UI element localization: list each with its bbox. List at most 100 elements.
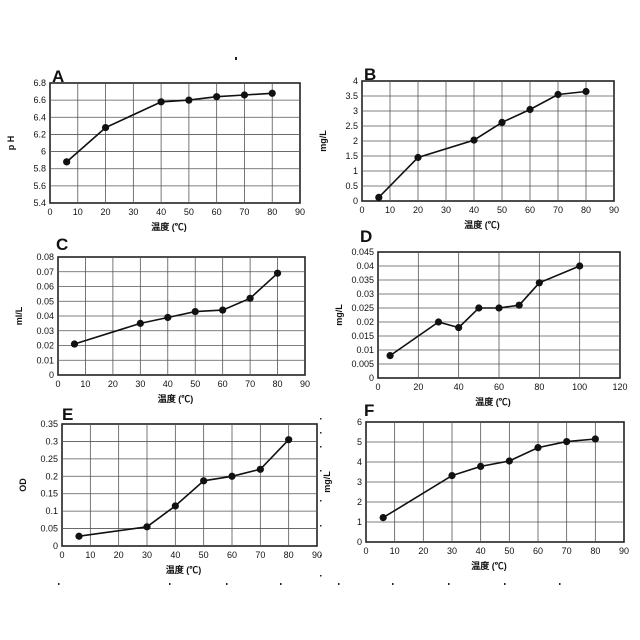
x-tick-label: 40 — [163, 379, 173, 389]
x-tick-label: 50 — [184, 207, 194, 217]
x-tick-label: 30 — [128, 207, 138, 217]
y-tick-label: 6.6 — [33, 95, 46, 105]
data-point — [554, 91, 561, 98]
x-axis-title: 温度 (℃) — [464, 219, 500, 230]
panel-d: 02040608010012000.0050.010.0150.020.0250… — [334, 227, 628, 407]
data-point — [563, 438, 570, 445]
y-tick-label: 1 — [353, 166, 358, 176]
data-point — [498, 119, 505, 126]
panel-label: F — [364, 401, 374, 420]
x-tick-label: 70 — [562, 546, 572, 556]
y-tick-label: 0.25 — [40, 454, 58, 464]
panel-c: 010203040506070809000.010.020.030.040.05… — [14, 235, 310, 404]
y-tick-label: 0.035 — [351, 275, 374, 285]
panel-label: B — [364, 65, 376, 84]
x-tick-label: 60 — [533, 546, 543, 556]
x-tick-label: 50 — [190, 379, 200, 389]
y-axis-title: ml/L — [14, 306, 24, 325]
data-point — [285, 436, 292, 443]
x-tick-label: 30 — [142, 550, 152, 560]
y-tick-label: 0.045 — [351, 247, 374, 257]
x-tick-label: 70 — [239, 207, 249, 217]
data-point — [495, 304, 502, 311]
x-tick-label: 30 — [447, 546, 457, 556]
x-tick-label: 70 — [553, 205, 563, 215]
y-tick-label: 0.05 — [36, 296, 54, 306]
plot-frame — [62, 424, 317, 546]
x-tick-label: 80 — [590, 546, 600, 556]
y-tick-label: 3 — [357, 477, 362, 487]
y-tick-label: 0.04 — [36, 311, 54, 321]
x-tick-label: 90 — [300, 379, 310, 389]
data-point — [435, 318, 442, 325]
data-point — [526, 106, 533, 113]
y-tick-label: 6.2 — [33, 129, 46, 139]
y-tick-label: 0.07 — [36, 267, 54, 277]
data-point — [172, 502, 179, 509]
y-tick-label: 6.4 — [33, 112, 46, 122]
data-point — [137, 320, 144, 327]
x-tick-label: 30 — [441, 205, 451, 215]
x-tick-label: 20 — [413, 205, 423, 215]
data-point — [200, 477, 207, 484]
panel-f: 01020304050607080900123456温度 (℃)mg/LF — [322, 401, 629, 571]
data-point — [228, 473, 235, 480]
data-point — [247, 295, 254, 302]
y-tick-label: 3.5 — [345, 91, 358, 101]
x-axis-title: 温度 (℃) — [158, 393, 194, 404]
x-tick-label: 40 — [476, 546, 486, 556]
panel-label: A — [52, 67, 64, 86]
data-point — [219, 307, 226, 314]
y-tick-label: 0.005 — [351, 359, 374, 369]
x-tick-label: 0 — [59, 550, 64, 560]
y-axis-title: OD — [18, 478, 28, 492]
data-point — [475, 304, 482, 311]
y-tick-label: 2 — [353, 136, 358, 146]
y-tick-label: 0.03 — [356, 289, 374, 299]
y-tick-label: 0.02 — [36, 341, 54, 351]
x-tick-label: 0 — [55, 379, 60, 389]
x-tick-label: 40 — [170, 550, 180, 560]
x-tick-label: 80 — [273, 379, 283, 389]
x-axis-title: 温度 (℃) — [151, 221, 187, 232]
x-tick-label: 0 — [359, 205, 364, 215]
x-tick-label: 60 — [494, 382, 504, 392]
x-tick-label: 30 — [135, 379, 145, 389]
data-point — [185, 97, 192, 104]
y-tick-label: 0.5 — [345, 181, 358, 191]
y-axis-title: p H — [6, 136, 16, 151]
y-tick-label: 6 — [41, 147, 46, 157]
y-axis-title: mg/L — [322, 471, 332, 493]
y-tick-label: 2.5 — [345, 121, 358, 131]
y-tick-label: 4 — [353, 76, 358, 86]
data-point — [375, 194, 382, 201]
x-tick-label: 10 — [80, 379, 90, 389]
y-tick-label: 0.1 — [45, 506, 58, 516]
x-tick-label: 50 — [504, 546, 514, 556]
x-tick-label: 50 — [497, 205, 507, 215]
y-tick-label: 0.02 — [356, 317, 374, 327]
y-tick-label: 0.01 — [36, 355, 54, 365]
x-tick-label: 10 — [385, 205, 395, 215]
x-tick-label: 0 — [47, 207, 52, 217]
data-point — [582, 88, 589, 95]
data-point — [71, 340, 78, 347]
data-point — [213, 93, 220, 100]
x-tick-label: 0 — [363, 546, 368, 556]
x-tick-label: 20 — [108, 379, 118, 389]
y-tick-label: 0.05 — [40, 524, 58, 534]
x-axis-title: 温度 (℃) — [475, 396, 511, 407]
y-tick-label: 0 — [49, 370, 54, 380]
x-tick-label: 90 — [619, 546, 629, 556]
data-point — [241, 91, 248, 98]
y-tick-label: 1.5 — [345, 151, 358, 161]
x-tick-label: 100 — [572, 382, 587, 392]
data-point — [516, 302, 523, 309]
y-tick-label: 0 — [357, 537, 362, 547]
y-tick-label: 2 — [357, 497, 362, 507]
x-tick-label: 90 — [312, 550, 322, 560]
y-tick-label: 6.8 — [33, 78, 46, 88]
y-tick-label: 0 — [353, 196, 358, 206]
x-axis-title: 温度 (℃) — [471, 560, 507, 571]
